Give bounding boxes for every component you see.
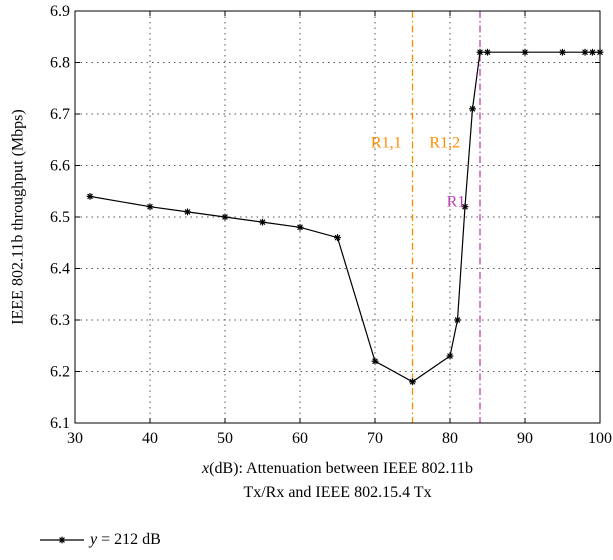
x-tick-label: 80 bbox=[442, 430, 458, 447]
data-point bbox=[58, 536, 66, 544]
x-axis-label-text: (dB): Attenuation between IEEE 802.11b bbox=[209, 460, 473, 477]
legend: y = 212 dB bbox=[40, 531, 161, 549]
marker-stroke bbox=[582, 49, 588, 56]
x-axis-variable: x bbox=[202, 460, 210, 477]
y-tick-label: 6.5 bbox=[50, 209, 70, 226]
marker-stroke bbox=[447, 353, 453, 359]
marker-stroke bbox=[372, 358, 378, 365]
x-tick-label: 70 bbox=[367, 430, 383, 447]
data-point bbox=[146, 203, 154, 211]
marker-stroke bbox=[184, 208, 191, 215]
marker-stroke bbox=[597, 49, 603, 56]
x-axis-label-line1: x(dB): Attenuation between IEEE 802.11b bbox=[75, 459, 600, 479]
series-line bbox=[89, 51, 600, 383]
data-point bbox=[446, 352, 454, 360]
data-point bbox=[484, 48, 491, 56]
y-tick-label: 6.8 bbox=[50, 55, 70, 72]
data-point bbox=[334, 234, 341, 241]
marker-stroke bbox=[59, 537, 65, 543]
x-tick-label: 100 bbox=[588, 430, 612, 447]
x-tick-labels: 30 40 50 60 70 80 90 100 bbox=[67, 430, 612, 447]
reference-lines bbox=[411, 11, 481, 423]
y-tick-label: 6.2 bbox=[50, 364, 70, 381]
data-point bbox=[461, 203, 469, 211]
grid-lines bbox=[75, 11, 600, 423]
data-point bbox=[581, 48, 589, 56]
y-tick-label: 6.3 bbox=[50, 312, 70, 329]
x-tick-label: 30 bbox=[67, 430, 83, 447]
marker-stroke bbox=[454, 317, 461, 323]
x-tick-label: 40 bbox=[142, 430, 158, 447]
data-point bbox=[259, 218, 266, 226]
data-point bbox=[596, 48, 604, 56]
axis-ticks bbox=[74, 10, 601, 424]
x-tick-label: 90 bbox=[517, 430, 533, 447]
marker-stroke bbox=[87, 193, 93, 200]
y-tick-labels: 6.1 6.2 6.3 6.4 6.5 6.6 6.7 6.8 6.9 bbox=[50, 3, 70, 432]
y-axis-label: IEEE 802.11b throughput (Mbps) bbox=[10, 109, 27, 324]
x-axis-label-line2: Tx/Rx and IEEE 802.15.4 Tx bbox=[243, 484, 432, 501]
x-tick-label: 50 bbox=[217, 430, 233, 447]
data-point bbox=[589, 48, 596, 56]
data-point bbox=[559, 48, 566, 56]
legend-label: = 212 dB bbox=[97, 531, 161, 548]
marker-stroke bbox=[334, 234, 341, 241]
x-tick-label: 60 bbox=[292, 430, 308, 447]
marker-stroke bbox=[297, 224, 303, 231]
marker-stroke bbox=[522, 49, 528, 56]
data-point bbox=[184, 208, 191, 216]
data-point bbox=[409, 378, 416, 386]
annotations: R1,1 R1,2 R1 bbox=[371, 134, 465, 210]
annotation-label: R1,1 bbox=[371, 134, 402, 151]
y-tick-label: 6.1 bbox=[50, 415, 70, 432]
data-point bbox=[469, 105, 476, 113]
data-point bbox=[476, 48, 484, 56]
marker-stroke bbox=[462, 203, 468, 210]
annotation-label: R1 bbox=[447, 194, 466, 211]
marker-stroke bbox=[469, 105, 476, 112]
y-tick-label: 6.6 bbox=[50, 158, 70, 175]
data-point bbox=[521, 48, 529, 56]
marker-stroke bbox=[147, 203, 153, 210]
marker-stroke bbox=[477, 49, 483, 56]
annotation-label: R1,2 bbox=[429, 134, 460, 151]
marker-stroke bbox=[222, 214, 228, 220]
marker-stroke bbox=[409, 378, 416, 385]
legend-entry: y = 212 dB bbox=[90, 531, 161, 549]
data-point bbox=[86, 193, 94, 200]
marker-stroke bbox=[589, 49, 596, 56]
data-point bbox=[371, 357, 379, 365]
marker-stroke bbox=[259, 219, 266, 226]
y-tick-label: 6.7 bbox=[50, 106, 70, 123]
y-tick-label: 6.4 bbox=[50, 261, 70, 278]
legend-marker bbox=[40, 536, 84, 544]
marker-stroke bbox=[559, 49, 566, 56]
data-point bbox=[296, 223, 304, 231]
legend-variable: y bbox=[90, 531, 98, 548]
data-point bbox=[454, 316, 461, 324]
data-point bbox=[221, 213, 229, 221]
marker-stroke bbox=[484, 49, 491, 56]
y-tick-label: 6.9 bbox=[50, 3, 70, 20]
series-group bbox=[86, 48, 604, 386]
